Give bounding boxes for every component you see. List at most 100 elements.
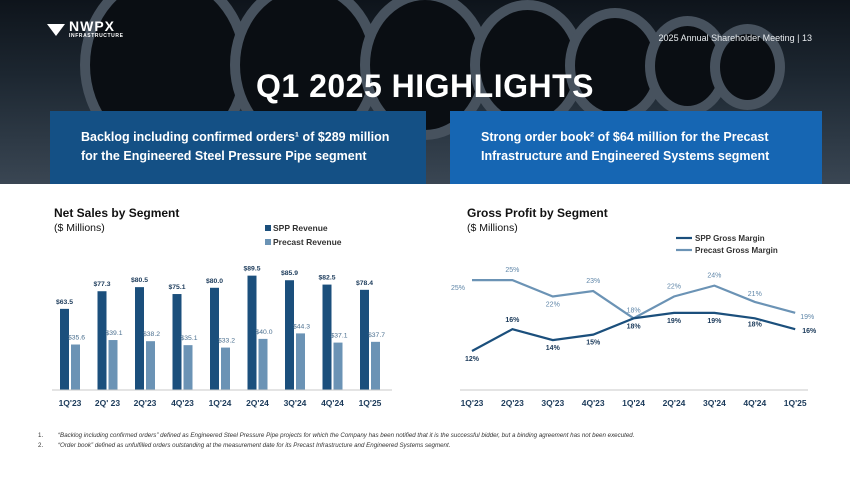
x-tick-label: 1Q'25 bbox=[784, 398, 807, 408]
backlog-line-2: for the Engineered Steel Pressure Pipe s… bbox=[81, 149, 367, 163]
page-title: Q1 2025 HIGHLIGHTS bbox=[256, 68, 594, 104]
point-label-spp: 18% bbox=[748, 321, 763, 328]
x-tick-label: 1Q'24 bbox=[209, 398, 232, 408]
bar-label-spp: $78.4 bbox=[356, 280, 373, 287]
logo-sub: INFRASTRUCTURE bbox=[69, 33, 124, 39]
bar-precast bbox=[146, 341, 155, 390]
meeting-label: 2025 Annual Shareholder Meeting | 13 bbox=[658, 33, 812, 43]
bar-spp bbox=[360, 289, 369, 390]
footnote-1-text: “Backlog including confirmed orders” def… bbox=[58, 432, 635, 439]
bar-spp bbox=[210, 287, 219, 390]
point-label-precast: 25% bbox=[505, 267, 519, 274]
point-label-spp: 19% bbox=[667, 318, 682, 325]
x-tick-label: 4Q'24 bbox=[321, 398, 344, 408]
bar-label-spp: $89.5 bbox=[243, 266, 260, 273]
gross-profit-title: Gross Profit by Segment bbox=[467, 206, 608, 220]
bar-label-spp: $80.0 bbox=[206, 278, 223, 285]
bar-label-precast: $40.0 bbox=[255, 329, 272, 336]
x-tick-label: 3Q'24 bbox=[284, 398, 307, 408]
bar-label-precast: $44.3 bbox=[293, 323, 310, 330]
bar-label-precast: $35.1 bbox=[180, 335, 197, 342]
bar-label-spp: $85.9 bbox=[281, 270, 298, 277]
point-label-precast: 19% bbox=[800, 314, 814, 321]
bar-spp bbox=[172, 294, 182, 390]
bar-precast bbox=[108, 340, 118, 390]
bar-label-precast: $38.2 bbox=[143, 331, 160, 338]
bar-label-spp: $80.5 bbox=[131, 277, 148, 284]
point-label-precast: 25% bbox=[451, 285, 465, 292]
legend-swatch-spp bbox=[265, 225, 271, 231]
point-label-spp: 14% bbox=[546, 345, 561, 352]
x-tick-label: 2Q'23 bbox=[501, 398, 524, 408]
x-tick-label: 1Q'24 bbox=[622, 398, 645, 408]
footnote-1: 1. “Backlog including confirmed orders” d… bbox=[38, 432, 634, 439]
bar-precast bbox=[333, 342, 343, 390]
backlog-line-1: Backlog including confirmed orders¹ of $… bbox=[81, 130, 390, 144]
bar-spp bbox=[285, 280, 294, 390]
bar-precast bbox=[258, 338, 268, 390]
bar-spp bbox=[135, 287, 144, 390]
company-logo: NWPX INFRASTRUCTURE bbox=[47, 19, 124, 39]
x-tick-label: 4Q'23 bbox=[171, 398, 194, 408]
bar-label-precast: $37.1 bbox=[330, 333, 347, 340]
bar-spp bbox=[322, 284, 332, 390]
backlog-highlight-box: Backlog including confirmed orders¹ of $… bbox=[50, 111, 426, 184]
gross-profit-subtitle: ($ Millions) bbox=[467, 222, 518, 234]
point-label-precast: 22% bbox=[667, 284, 681, 291]
legend-swatch-precast bbox=[265, 239, 271, 245]
series-line-spp bbox=[471, 311, 796, 352]
bar-precast bbox=[71, 344, 80, 390]
legend-label-spp: SPP Gross Margin bbox=[695, 234, 765, 243]
bar-precast bbox=[221, 347, 230, 390]
point-label-spp: 16% bbox=[802, 328, 817, 335]
bar-label-precast: $37.7 bbox=[368, 332, 385, 339]
bar-spp bbox=[97, 291, 107, 390]
footnote-1-number: 1. bbox=[38, 432, 44, 439]
bar-label-precast: $39.1 bbox=[105, 330, 122, 337]
point-label-spp: 16% bbox=[505, 317, 520, 324]
bar-label-spp: $82.5 bbox=[318, 275, 335, 282]
x-tick-label: 2Q'24 bbox=[663, 398, 686, 408]
x-tick-label: 3Q'24 bbox=[703, 398, 726, 408]
footnote-2-number: 2. bbox=[38, 442, 44, 449]
order-book-line-2: Infrastructure and Engineered Systems se… bbox=[481, 149, 770, 163]
x-tick-label: 4Q'23 bbox=[582, 398, 605, 408]
point-label-spp: 12% bbox=[465, 356, 480, 363]
net-sales-title: Net Sales by Segment bbox=[54, 206, 180, 220]
x-tick-label: 4Q'24 bbox=[743, 398, 766, 408]
x-tick-label: 1Q'25 bbox=[359, 398, 382, 408]
legend-label-precast: Precast Gross Margin bbox=[695, 246, 778, 255]
bar-label-spp: $77.3 bbox=[93, 281, 110, 288]
x-tick-label: 2Q'24 bbox=[246, 398, 269, 408]
logo-mark-icon bbox=[47, 23, 65, 36]
point-label-precast: 24% bbox=[707, 273, 721, 280]
bar-label-precast: $33.2 bbox=[218, 338, 235, 345]
footnote-2-text: “Order book” defined as unfulfilled orde… bbox=[58, 442, 451, 449]
bar-spp bbox=[60, 308, 69, 390]
bar-label-precast: $35.6 bbox=[68, 335, 85, 342]
bar-precast bbox=[296, 333, 305, 390]
point-label-spp: 18% bbox=[627, 323, 642, 330]
net-sales-subtitle: ($ Millions) bbox=[54, 222, 105, 234]
bar-precast bbox=[371, 341, 380, 390]
order-book-line-1: Strong order book² of $64 million for th… bbox=[481, 130, 769, 144]
point-label-precast: 18% bbox=[627, 307, 641, 314]
point-label-precast: 22% bbox=[546, 302, 560, 309]
bar-precast bbox=[183, 345, 193, 390]
order-book-highlight-box: Strong order book² of $64 million for th… bbox=[450, 111, 822, 184]
x-tick-label: 1Q'23 bbox=[59, 398, 82, 408]
point-label-spp: 15% bbox=[586, 340, 601, 347]
legend-label-precast: Precast Revenue bbox=[273, 237, 342, 247]
bar-label-spp: $75.1 bbox=[168, 284, 185, 291]
bar-label-spp: $63.5 bbox=[56, 299, 73, 306]
legend-label-spp: SPP Revenue bbox=[273, 223, 328, 233]
point-label-precast: 21% bbox=[748, 291, 762, 298]
x-tick-label: 1Q'23 bbox=[461, 398, 484, 408]
x-tick-label: 2Q' 23 bbox=[95, 398, 120, 408]
point-label-spp: 19% bbox=[707, 318, 722, 325]
x-tick-label: 2Q'23 bbox=[134, 398, 157, 408]
bar-spp bbox=[247, 275, 257, 390]
pipe-image bbox=[710, 24, 785, 110]
footnote-2: 2. “Order book” defined as unfulfilled or… bbox=[38, 442, 450, 449]
